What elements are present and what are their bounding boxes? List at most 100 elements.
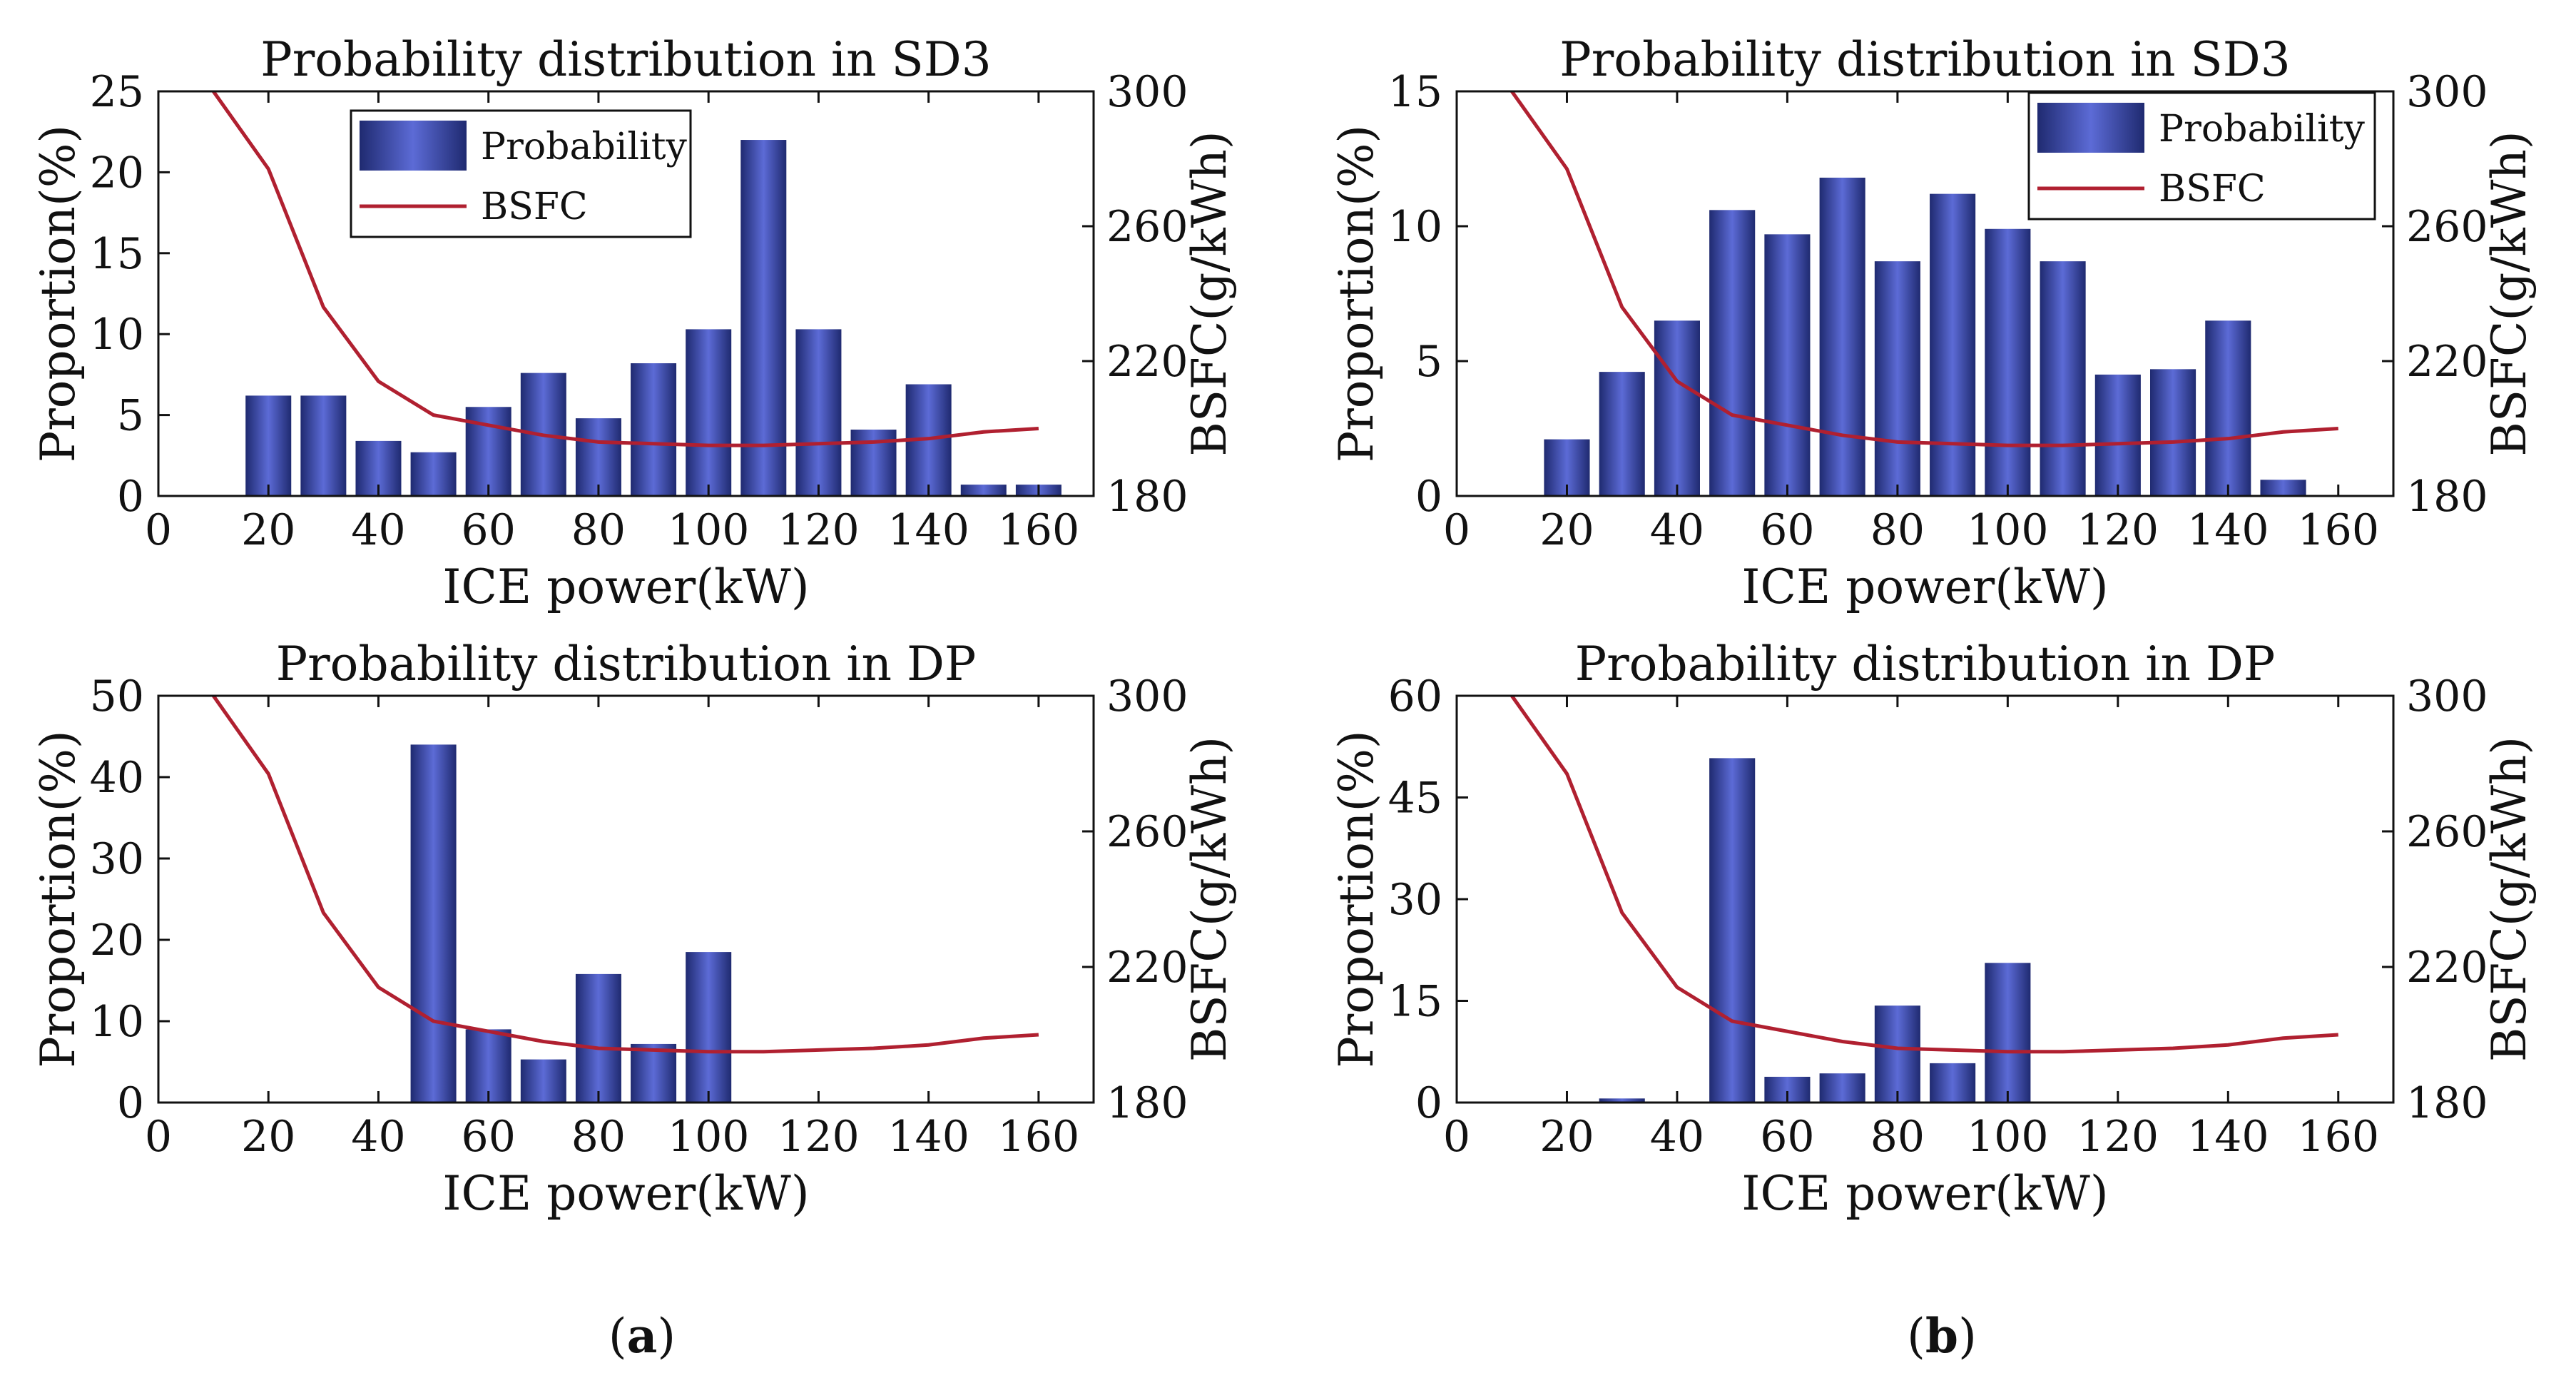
bar-50 bbox=[410, 452, 457, 496]
y2-tick-label: 220 bbox=[2406, 943, 2488, 993]
x-tick-label: 40 bbox=[1650, 505, 1704, 555]
panel-label-a: (a) bbox=[609, 1308, 676, 1364]
x-tick-label: 60 bbox=[462, 1112, 516, 1162]
x-axis-label: ICE power(kW) bbox=[1741, 1166, 2108, 1221]
y2-tick-label: 180 bbox=[2406, 1078, 2488, 1128]
legend-label-bsfc: BSFC bbox=[481, 186, 588, 228]
x-tick-label: 40 bbox=[1650, 1112, 1704, 1162]
chart-a-bottom: 0 20 40 60 80 100 120 140 160 0 10 20 30 40 50 180 220 26… bbox=[31, 637, 1237, 1221]
x-tick-label: 80 bbox=[571, 505, 626, 555]
y2-axis-label: BSFC(g/kWh) bbox=[1182, 131, 1237, 456]
bar-70 bbox=[1819, 177, 1865, 496]
x-tick-label: 80 bbox=[1870, 505, 1925, 555]
y2-tick-label: 300 bbox=[1106, 67, 1188, 117]
bar-110 bbox=[740, 140, 787, 497]
bar-60 bbox=[465, 1029, 511, 1103]
y-tick-label: 30 bbox=[1388, 875, 1442, 925]
bar-20 bbox=[245, 395, 292, 496]
y-tick-label: 5 bbox=[117, 391, 144, 441]
x-tick-label: 140 bbox=[2187, 505, 2269, 555]
y-tick-label: 20 bbox=[90, 148, 144, 198]
bar-50 bbox=[1709, 210, 1756, 496]
x-axis-label: ICE power(kW) bbox=[442, 559, 809, 614]
bar-100 bbox=[686, 329, 732, 496]
bar-90 bbox=[1930, 1063, 1976, 1103]
x-tick-label: 60 bbox=[1760, 505, 1814, 555]
y-axis-label: Proportion(%) bbox=[1329, 125, 1384, 462]
plot-frame bbox=[157, 90, 1095, 497]
y2-axis-label: BSFC(g/kWh) bbox=[2482, 131, 2537, 456]
y2-tick-label: 260 bbox=[2406, 807, 2488, 857]
chart-title: Probability distribution in SD3 bbox=[260, 32, 991, 87]
y2-tick-label: 300 bbox=[2406, 672, 2488, 721]
bar-150 bbox=[960, 485, 1007, 496]
plot-frame bbox=[157, 694, 1095, 1104]
x-tick-label: 20 bbox=[241, 505, 295, 555]
x-tick-label: 20 bbox=[1539, 1112, 1594, 1162]
y-tick-label: 5 bbox=[1415, 337, 1442, 387]
x-tick-label: 100 bbox=[1967, 505, 2049, 555]
y2-tick-label: 220 bbox=[2406, 337, 2488, 387]
legend-label-bsfc: BSFC bbox=[2159, 168, 2266, 211]
bar-70 bbox=[1819, 1073, 1865, 1103]
bar-60 bbox=[465, 407, 511, 496]
y-tick-label: 60 bbox=[1388, 672, 1442, 721]
y2-tick-label: 180 bbox=[1106, 1078, 1188, 1128]
x-tick-label: 100 bbox=[668, 505, 750, 555]
bsfc-line bbox=[1510, 90, 2338, 447]
y-tick-label: 10 bbox=[90, 997, 144, 1047]
x-tick-label: 0 bbox=[145, 1112, 172, 1162]
y2-tick-label: 260 bbox=[2406, 202, 2488, 252]
y2-tick-label: 260 bbox=[1106, 807, 1188, 857]
legend-label-probability: Probability bbox=[2159, 108, 2366, 151]
y-tick-label: 45 bbox=[1388, 774, 1442, 824]
bar-70 bbox=[520, 1059, 566, 1103]
y2-tick-label: 300 bbox=[1106, 672, 1188, 721]
x-tick-label: 120 bbox=[2077, 505, 2159, 555]
x-tick-label: 40 bbox=[351, 1112, 405, 1162]
bar-30 bbox=[1599, 372, 1645, 496]
chart-title: Probability distribution in DP bbox=[276, 637, 977, 691]
x-tick-label: 60 bbox=[462, 505, 516, 555]
chart-a-top: 0 20 40 60 80 100 120 140 160 0 5 10 15 20 25 180 220 260… bbox=[31, 32, 1237, 614]
bar-90 bbox=[631, 363, 677, 496]
bar-100 bbox=[686, 952, 732, 1103]
y-tick-label: 10 bbox=[90, 310, 144, 360]
x-tick-label: 20 bbox=[241, 1112, 295, 1162]
bar-140 bbox=[2205, 320, 2251, 496]
plot-frame bbox=[1455, 90, 2395, 497]
x-tick-label: 160 bbox=[998, 505, 1080, 555]
x-tick-label: 60 bbox=[1760, 1112, 1814, 1162]
y-tick-label: 15 bbox=[1388, 67, 1442, 117]
bar-150 bbox=[2260, 480, 2306, 496]
y2-tick-label: 220 bbox=[1106, 337, 1188, 387]
y2-axis-label: BSFC(g/kWh) bbox=[2482, 736, 2537, 1062]
legend-swatch-probability bbox=[360, 121, 467, 171]
y-tick-label: 40 bbox=[90, 753, 144, 803]
y2-tick-label: 300 bbox=[2406, 67, 2488, 117]
x-tick-label: 160 bbox=[2297, 505, 2379, 555]
x-tick-label: 160 bbox=[998, 1112, 1080, 1162]
legend-label-probability: Probability bbox=[481, 126, 688, 168]
bar-90 bbox=[631, 1043, 677, 1103]
x-axis-label: ICE power(kW) bbox=[1741, 559, 2108, 614]
bar-40 bbox=[1654, 320, 1700, 496]
y-tick-label: 0 bbox=[1415, 1078, 1442, 1128]
bar-50 bbox=[410, 744, 457, 1103]
y2-tick-label: 180 bbox=[2406, 472, 2488, 522]
y2-tick-label: 260 bbox=[1106, 202, 1188, 252]
y-tick-label: 10 bbox=[1388, 202, 1442, 252]
chart-title: Probability distribution in SD3 bbox=[1559, 32, 2290, 87]
y-axis-label: Proportion(%) bbox=[31, 730, 86, 1068]
bar-100 bbox=[1985, 228, 2031, 496]
x-tick-label: 140 bbox=[2187, 1112, 2269, 1162]
bar-80 bbox=[575, 418, 621, 496]
y-tick-label: 0 bbox=[117, 472, 144, 522]
bsfc-line bbox=[212, 694, 1039, 1054]
y-tick-label: 0 bbox=[1415, 472, 1442, 522]
legend-swatch-probability bbox=[2037, 103, 2144, 153]
x-axis-label: ICE power(kW) bbox=[442, 1166, 809, 1221]
legend: Probability BSFC bbox=[350, 109, 692, 238]
chart-b-bottom: 0 20 40 60 80 100 120 140 160 0 15 30 45 60 180 220 260 3… bbox=[1329, 637, 2537, 1221]
